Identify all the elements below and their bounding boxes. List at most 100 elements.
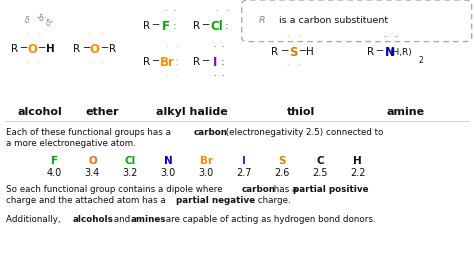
Text: ─: ─ (82, 43, 89, 53)
Text: ·: · (99, 59, 102, 68)
Text: I: I (212, 56, 217, 69)
Text: 2.5: 2.5 (312, 168, 328, 178)
Text: N: N (164, 156, 173, 166)
Text: 4.0: 4.0 (47, 168, 62, 178)
Text: carbon: carbon (242, 185, 276, 194)
Text: :: : (175, 57, 179, 67)
Text: ·: · (88, 59, 91, 68)
Text: ·: · (215, 7, 218, 16)
Text: F: F (51, 156, 58, 166)
Text: alkyl halide: alkyl halide (156, 107, 228, 117)
Text: ·: · (164, 7, 167, 16)
Text: alcohol: alcohol (18, 107, 63, 117)
Text: ·: · (225, 7, 228, 16)
Text: R: R (271, 47, 279, 57)
Text: 2.2: 2.2 (350, 168, 365, 178)
Text: δ⁻: δ⁻ (38, 14, 47, 23)
Text: ─: ─ (38, 43, 45, 53)
Text: 2.6: 2.6 (274, 168, 290, 178)
Text: 2: 2 (419, 56, 423, 65)
Text: ·: · (221, 72, 224, 81)
Text: :: : (173, 21, 176, 31)
Text: and: and (111, 215, 133, 224)
Text: has a: has a (271, 185, 300, 194)
Text: amines: amines (130, 215, 166, 224)
Text: (H,R): (H,R) (389, 48, 412, 56)
Text: ·: · (213, 44, 216, 53)
Text: ·: · (286, 61, 289, 70)
Text: ·: · (173, 7, 176, 16)
Text: ·: · (297, 61, 300, 70)
Text: ·: · (221, 44, 224, 53)
Text: Cl: Cl (125, 156, 136, 166)
Text: ·: · (25, 31, 28, 40)
Text: O: O (88, 156, 97, 166)
Text: R: R (73, 44, 81, 54)
Text: ·: · (297, 33, 300, 42)
Text: ·: · (213, 72, 216, 81)
Text: :: : (221, 57, 225, 67)
Text: C: C (316, 156, 324, 166)
Text: Cl: Cl (210, 20, 223, 32)
Text: ─: ─ (36, 16, 40, 21)
Text: ether: ether (85, 107, 118, 117)
Text: F: F (162, 20, 170, 32)
Text: charge.: charge. (255, 196, 291, 205)
Text: is a carbon substituent: is a carbon substituent (276, 16, 389, 25)
Text: 3.0: 3.0 (199, 168, 214, 178)
Text: partial positive: partial positive (293, 185, 368, 194)
Text: ─: ─ (202, 56, 209, 66)
Text: ─: ─ (202, 20, 209, 30)
Text: ·: · (99, 31, 102, 40)
Text: amine: amine (386, 107, 424, 117)
Text: ─: ─ (376, 46, 383, 56)
Text: a more electronegative atom.: a more electronegative atom. (6, 139, 136, 147)
Text: carbon: carbon (193, 128, 228, 137)
Text: Each of these functional groups has a: Each of these functional groups has a (6, 128, 173, 137)
Text: ─: ─ (299, 46, 305, 56)
Text: R: R (143, 21, 151, 31)
Text: R: R (10, 44, 18, 54)
Text: ·: · (25, 59, 28, 68)
Text: δ: δ (25, 16, 30, 25)
Text: ·: · (165, 72, 168, 81)
Text: ─: ─ (100, 43, 107, 53)
Text: H: H (306, 47, 313, 57)
Text: 2.7: 2.7 (237, 168, 252, 178)
Text: S: S (289, 46, 297, 58)
Text: thiol: thiol (287, 107, 315, 117)
Text: ─: ─ (20, 43, 27, 53)
Text: ·: · (286, 33, 289, 42)
Text: H: H (354, 156, 362, 166)
Text: R: R (258, 16, 265, 25)
Text: ·: · (394, 33, 397, 42)
Text: O: O (27, 43, 37, 56)
Text: R: R (193, 57, 201, 67)
Text: partial negative: partial negative (176, 196, 255, 205)
Text: ·: · (88, 31, 91, 40)
Text: :: : (225, 21, 228, 31)
Text: ─: ─ (281, 46, 287, 56)
Text: ·: · (36, 31, 39, 40)
Text: ·: · (165, 44, 168, 53)
Text: R: R (367, 47, 374, 57)
Text: Br: Br (159, 56, 174, 69)
Text: Additionally,: Additionally, (6, 215, 63, 224)
Text: charge and the attached atom has a: charge and the attached atom has a (6, 196, 168, 205)
FancyBboxPatch shape (242, 0, 472, 42)
Text: ·: · (175, 72, 178, 81)
Text: 3.4: 3.4 (85, 168, 100, 178)
Text: R: R (109, 44, 117, 54)
Text: are capable of acting as hydrogen bond donors.: are capable of acting as hydrogen bond d… (163, 215, 376, 224)
Text: I: I (242, 156, 246, 166)
Text: R: R (143, 57, 151, 67)
Text: ·: · (383, 33, 385, 42)
Text: N: N (384, 46, 395, 58)
Text: R: R (193, 21, 201, 31)
Text: δ⁺: δ⁺ (46, 19, 55, 28)
Text: ·: · (175, 44, 178, 53)
Text: alcohols: alcohols (73, 215, 114, 224)
Text: H: H (46, 44, 55, 54)
Text: ·: · (36, 59, 39, 68)
Text: ─: ─ (152, 20, 159, 30)
